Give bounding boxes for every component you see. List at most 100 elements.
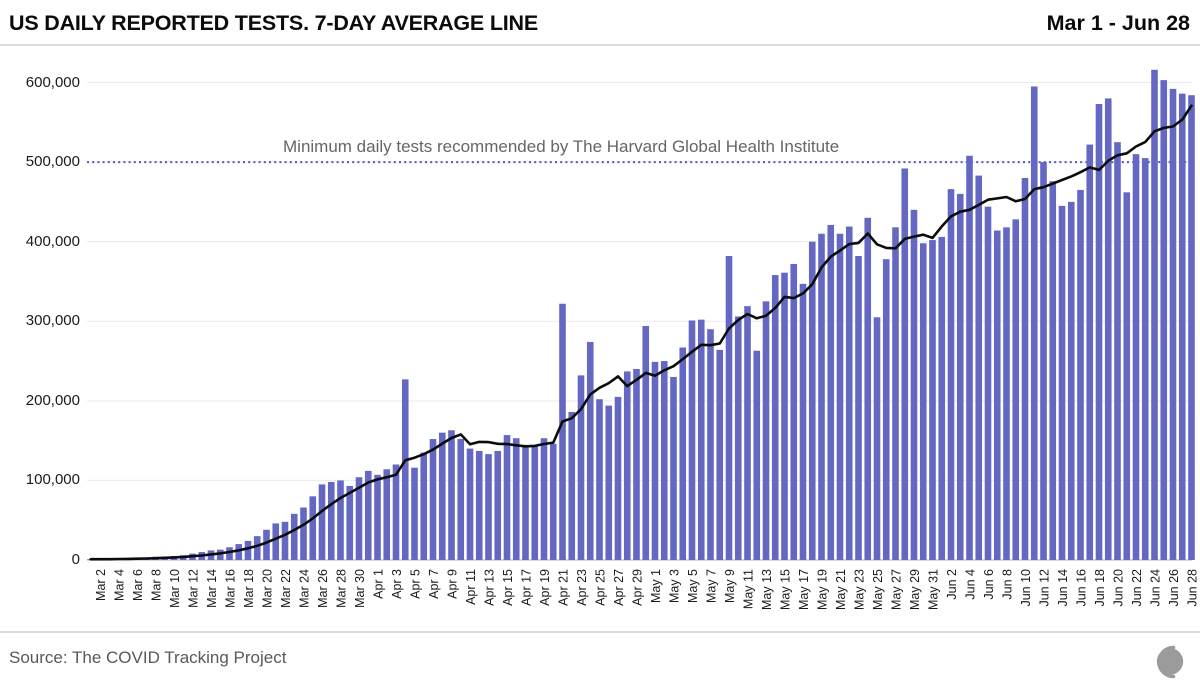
y-tick-label: 0 — [71, 551, 80, 568]
bar-apr-29 — [633, 369, 640, 560]
bar-may-9 — [725, 255, 733, 561]
threshold-annotation: Minimum daily tests recommended by The H… — [283, 137, 840, 156]
x-tick-label: Apr 5 — [409, 569, 423, 599]
logo-circle-icon — [1156, 648, 1184, 675]
bar-may-30 — [919, 243, 927, 560]
bar-may-29 — [910, 209, 918, 560]
bar-jun-11 — [1030, 86, 1038, 560]
bar-jun-14 — [1058, 205, 1066, 560]
x-tick-label: Jun 14 — [1056, 569, 1070, 607]
x-tick-label: May 11 — [742, 569, 756, 609]
bar-jun-17 — [1086, 144, 1094, 560]
bar-jun-15 — [1067, 201, 1075, 561]
x-tick-label: Jun 22 — [1130, 569, 1144, 607]
page-title: US DAILY REPORTED TESTS. 7-DAY AVERAGE L… — [9, 11, 539, 35]
footer-separator — [0, 631, 1200, 633]
x-tick-label: May 5 — [686, 569, 700, 603]
bar-mar-16 — [226, 547, 233, 560]
bar-mar-18 — [244, 540, 252, 560]
bar-mar-25 — [309, 496, 317, 560]
bar-mar-29 — [346, 485, 354, 560]
bar-jun-22 — [1132, 154, 1140, 561]
bar-jun-20 — [1114, 142, 1121, 560]
x-tick-label: May 7 — [705, 569, 719, 603]
bar-apr-17 — [522, 446, 529, 560]
bar-may-16 — [790, 263, 798, 560]
x-tick-label: Jun 8 — [1001, 569, 1015, 600]
x-tick-label: Mar 24 — [298, 569, 312, 608]
bar-mar-24 — [300, 507, 307, 560]
x-tick-label: May 21 — [834, 569, 848, 610]
x-tick-label: Mar 20 — [261, 569, 275, 608]
bar-may-1 — [651, 361, 659, 560]
x-tick-label: Apr 11 — [464, 569, 478, 605]
x-tick-label: Mar 10 — [168, 569, 182, 608]
x-axis-labels: Mar 2 Mar 4 Mar 6 Mar 8 Mar 10 Mar 12 Mar 14 Ma… — [94, 569, 1200, 610]
bar-apr-18 — [531, 445, 539, 560]
bar-jun-13 — [1049, 181, 1057, 560]
bar-mar-30 — [355, 477, 363, 560]
bar-jun-4 — [966, 155, 973, 560]
x-tick-label: May 13 — [760, 569, 774, 610]
x-tick-label: Mar 30 — [353, 569, 367, 608]
chart-canvas: Mar 2 Mar 4 Mar 6 Mar 8 Mar 10 Mar 12 Mar 14 Ma… — [87, 69, 1200, 610]
bar-mar-28 — [337, 480, 344, 560]
x-tick-label: Jun 20 — [1112, 569, 1126, 607]
date-range-label: Mar 1 - Jun 28 — [1046, 11, 1190, 35]
x-tick-label: May 9 — [723, 569, 737, 603]
x-tick-label: Apr 19 — [538, 569, 552, 606]
x-tick-label: Jun 4 — [964, 569, 978, 600]
bar-jun-9 — [1012, 219, 1020, 560]
bar-jun-10 — [1021, 178, 1029, 560]
bar-apr-22 — [568, 411, 576, 560]
bar-mar-20 — [263, 529, 270, 560]
bar-jun-21 — [1123, 192, 1131, 560]
x-tick-label: Jun 24 — [1149, 569, 1163, 607]
y-tick-label: 100,000 — [25, 471, 80, 489]
bar-jun-16 — [1077, 189, 1084, 560]
bar-jun-7 — [993, 230, 1001, 560]
bar-may-26 — [882, 259, 890, 560]
x-tick-label: Jun 12 — [1038, 569, 1052, 607]
bar-may-20 — [827, 224, 835, 560]
bar-apr-12 — [475, 450, 483, 560]
bar-may-12 — [753, 350, 761, 560]
x-tick-label: Apr 1 — [372, 569, 386, 599]
y-tick-label: 400,000 — [25, 232, 80, 250]
bar-may-14 — [771, 275, 779, 560]
x-tick-label: Mar 2 — [94, 569, 108, 601]
bar-apr-6 — [420, 452, 428, 560]
bar-may-4 — [679, 347, 687, 560]
bars-group — [87, 69, 1195, 561]
bar-mar-15 — [216, 549, 224, 560]
x-tick-label: May 27 — [890, 569, 904, 610]
bar-jun-24 — [1151, 69, 1158, 561]
bar-apr-28 — [623, 371, 631, 560]
bar-apr-26 — [605, 405, 613, 560]
x-tick-label: Jun 6 — [982, 569, 996, 600]
bar-apr-20 — [549, 443, 557, 560]
x-tick-label: Jun 2 — [945, 569, 959, 600]
bar-apr-27 — [614, 396, 622, 560]
y-tick-label: 300,000 — [25, 312, 80, 330]
x-tick-label: Apr 17 — [520, 569, 534, 606]
x-tick-label: May 25 — [871, 569, 885, 610]
bar-mar-26 — [318, 484, 326, 560]
bar-apr-2 — [383, 469, 391, 560]
bar-apr-23 — [577, 375, 585, 560]
y-tick-label: 500,000 — [25, 153, 80, 171]
bar-apr-16 — [512, 438, 520, 560]
bar-jun-19 — [1104, 98, 1112, 561]
x-tick-label: Apr 25 — [594, 569, 608, 606]
bar-may-6 — [697, 319, 705, 560]
x-tick-label: Jun 10 — [1019, 569, 1033, 607]
bar-apr-25 — [596, 399, 603, 560]
x-tick-label: May 31 — [927, 569, 941, 610]
bar-jun-8 — [1003, 227, 1010, 560]
bar-apr-14 — [494, 450, 502, 560]
header-separator — [0, 44, 1200, 46]
bar-may-24 — [864, 217, 872, 561]
bar-mar-23 — [290, 513, 298, 560]
x-tick-label: Mar 12 — [187, 569, 201, 608]
x-tick-label: Apr 3 — [390, 569, 404, 599]
